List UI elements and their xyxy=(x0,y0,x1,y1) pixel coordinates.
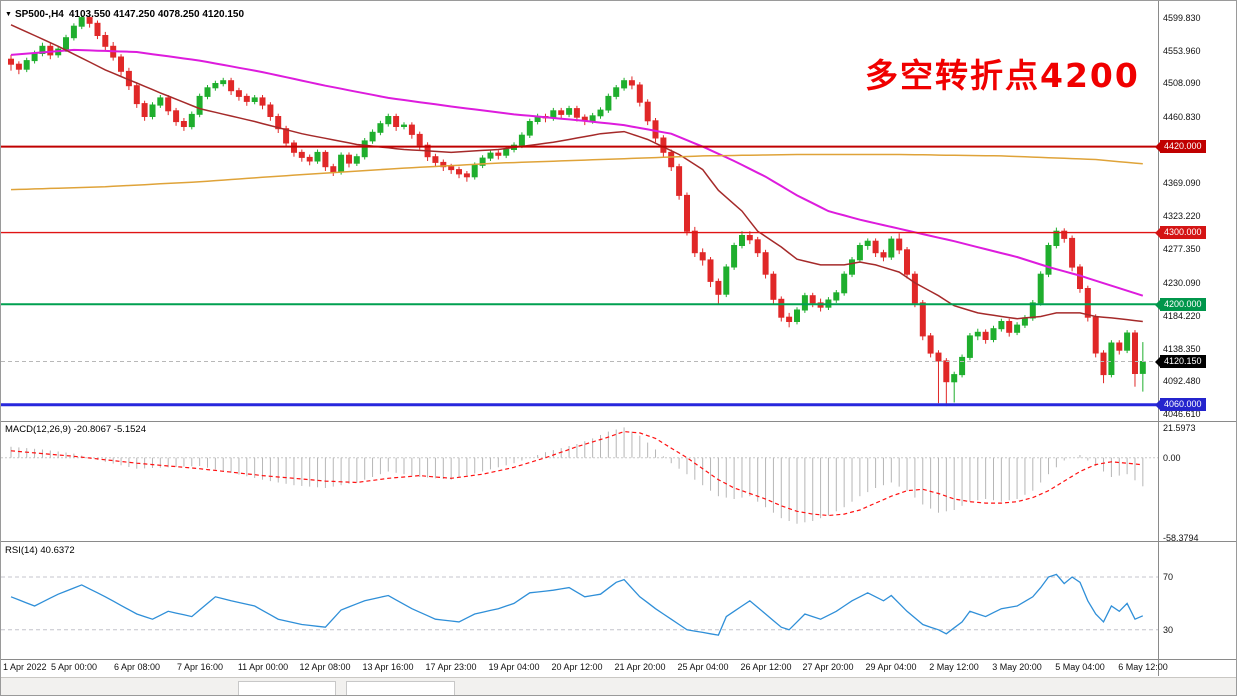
macd-histogram xyxy=(10,427,1144,524)
symbol-period-label: SP500-,H4 xyxy=(14,9,64,20)
rsi-indicator-value: 40.6372 xyxy=(40,545,75,556)
macd-axis-0.00: 0.00 xyxy=(1163,453,1181,463)
price-badge-4200.000[interactable]: 4200.000 xyxy=(1155,298,1206,311)
annotation-text: 多空转折点4200 xyxy=(865,56,1140,95)
time-label-3-May-20-00: 3 May 20:00 xyxy=(992,662,1042,672)
price-tick-4508.090: 4508.090 xyxy=(1163,78,1201,88)
candles xyxy=(8,14,1146,407)
time-label-7-Apr-16-00: 7 Apr 16:00 xyxy=(176,662,224,672)
price-badge-4300.000[interactable]: 4300.000 xyxy=(1155,226,1206,239)
price-tick-4138.350: 4138.350 xyxy=(1163,344,1201,354)
ma-slow-magenta xyxy=(10,48,1144,297)
time-label-5-Apr-00-00: 5 Apr 00:00 xyxy=(50,662,98,672)
price-tick-4277.350: 4277.350 xyxy=(1163,244,1201,254)
price-badge-4120.150: 4120.150 xyxy=(1155,355,1206,368)
macd-axis-21.5973: 21.5973 xyxy=(1163,423,1196,433)
price-tick-4184.220: 4184.220 xyxy=(1163,311,1201,321)
time-label-21-Apr-20-00: 21 Apr 20:00 xyxy=(614,662,666,672)
time-label-6-Apr-08-00: 6 Apr 08:00 xyxy=(113,662,161,672)
price-tick-4460.830: 4460.830 xyxy=(1163,112,1201,122)
macd-axis--58.3794: -58.3794 xyxy=(1163,533,1199,543)
price-tick-4369.090: 4369.090 xyxy=(1163,178,1201,188)
price-tick-4323.220: 4323.220 xyxy=(1163,211,1201,221)
chart-title: ▼ SP500-,H4 4103.550 4147.250 4078.250 412… xyxy=(5,9,244,20)
macd-signal-line xyxy=(10,430,1143,517)
ma-long-orange xyxy=(10,153,1143,191)
rsi-line xyxy=(10,573,1144,636)
price-tick-4046.610: 4046.610 xyxy=(1163,409,1201,419)
macd-label: MACD(12,26,9) -20.8067 -5.1524 xyxy=(5,424,146,435)
price-tick-4092.480: 4092.480 xyxy=(1163,376,1201,386)
time-label-1-Apr-2022: 1 Apr 2022 xyxy=(3,662,47,672)
time-label-6-May-12-00: 6 May 12:00 xyxy=(1118,662,1168,672)
price-tick-4230.090: 4230.090 xyxy=(1163,278,1201,288)
panel-separator-macd[interactable] xyxy=(1,421,1236,422)
time-label-19-Apr-04-00: 19 Apr 04:00 xyxy=(488,662,540,672)
price-badge-4060.000[interactable]: 4060.000 xyxy=(1155,398,1206,411)
time-label-11-Apr-00-00: 11 Apr 00:00 xyxy=(237,662,289,672)
time-label-25-Apr-04-00: 25 Apr 04:00 xyxy=(677,662,729,672)
rsi-label: RSI(14) 40.6372 xyxy=(5,545,75,556)
badge-arrow-icon xyxy=(1155,141,1160,152)
time-label-17-Apr-23-00: 17 Apr 23:00 xyxy=(425,662,477,672)
badge-arrow-icon xyxy=(1155,227,1160,238)
symbol-dropdown-icon[interactable]: ▼ xyxy=(5,11,12,18)
chart-canvas xyxy=(1,14,1158,636)
price-tick-4599.830: 4599.830 xyxy=(1163,13,1201,23)
time-label-20-Apr-12-00: 20 Apr 12:00 xyxy=(551,662,603,672)
time-axis-separator xyxy=(1,659,1236,660)
rsi-axis-70: 70 xyxy=(1163,572,1174,582)
panel-separator-rsi[interactable] xyxy=(1,541,1236,542)
price-tick-4553.960: 4553.960 xyxy=(1163,46,1201,56)
price-badge-4420.000[interactable]: 4420.000 xyxy=(1155,140,1206,153)
badge-arrow-icon xyxy=(1155,299,1160,310)
rsi-axis-30: 30 xyxy=(1163,625,1174,635)
macd-indicator-values: -20.8067 -5.1524 xyxy=(73,424,147,435)
macd-indicator-name: MACD(12,26,9) xyxy=(5,424,71,435)
time-label-29-Apr-04-00: 29 Apr 04:00 xyxy=(865,662,917,672)
badge-arrow-icon xyxy=(1155,399,1160,410)
ohlc-values: 4103.550 4147.250 4078.250 4120.150 xyxy=(68,9,245,20)
time-label-27-Apr-20-00: 27 Apr 20:00 xyxy=(802,662,854,672)
status-bar-segment xyxy=(238,681,336,695)
status-bar xyxy=(1,677,1236,695)
ma-medium-darkred xyxy=(10,24,1143,323)
price-axis-border xyxy=(1158,1,1159,676)
rsi-indicator-name: RSI(14) xyxy=(5,545,38,556)
time-label-5-May-04-00: 5 May 04:00 xyxy=(1055,662,1105,672)
status-bar-segment xyxy=(346,681,455,695)
time-label-13-Apr-16-00: 13 Apr 16:00 xyxy=(362,662,414,672)
time-label-2-May-12-00: 2 May 12:00 xyxy=(929,662,979,672)
badge-arrow-icon xyxy=(1155,356,1160,367)
time-label-26-Apr-12-00: 26 Apr 12:00 xyxy=(740,662,792,672)
time-label-12-Apr-08-00: 12 Apr 08:00 xyxy=(299,662,351,672)
